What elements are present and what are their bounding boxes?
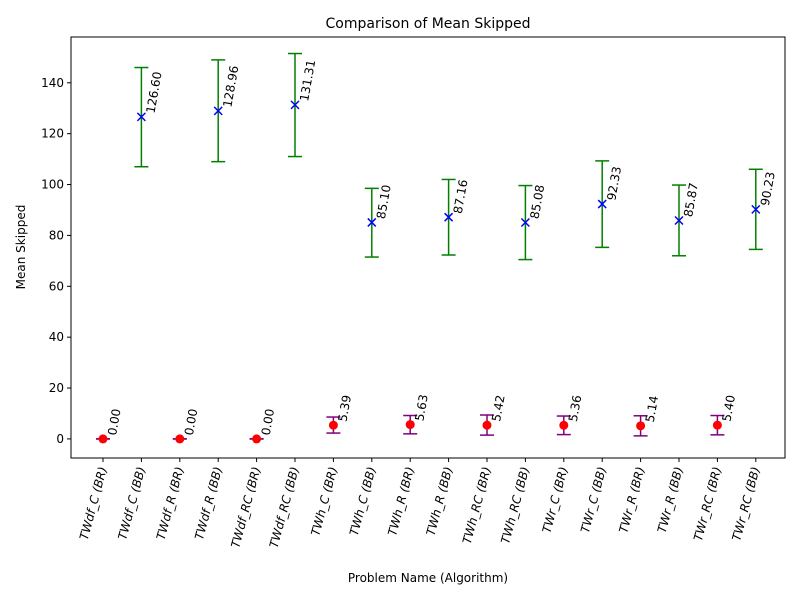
data-point-br (98, 434, 108, 444)
data-point-br (636, 421, 646, 431)
data-label: 5.40 (720, 394, 738, 423)
data-label: 90.23 (758, 171, 778, 207)
y-tick-label: 60 (49, 279, 64, 293)
data-label: 0.00 (182, 408, 200, 437)
data-point-bb (674, 215, 684, 226)
y-tick-label: 0 (56, 432, 64, 446)
data-point-bb (290, 100, 300, 110)
x-axis-label: Problem Name (Algorithm) (348, 571, 508, 585)
data-point-bb (597, 199, 607, 209)
data-point-br (559, 420, 569, 430)
data-point-br (328, 420, 338, 430)
data-point-bb (444, 212, 454, 222)
data-label: 85.10 (374, 184, 394, 220)
data-point-bb (520, 217, 530, 228)
data-point-br (175, 434, 185, 444)
data-point-bb (751, 204, 761, 214)
axes-frame (70, 36, 786, 459)
y-tick-label: 40 (49, 330, 64, 344)
y-tick-label: 140 (41, 76, 64, 90)
data-label: 5.14 (643, 395, 661, 424)
data-point-bb (136, 112, 146, 122)
data-point-br (252, 434, 262, 444)
chart-title: Comparison of Mean Skipped (326, 16, 531, 32)
y-tick-label: 100 (41, 178, 64, 192)
data-point-br (712, 420, 722, 430)
data-label: 85.87 (681, 182, 701, 218)
data-point-br (482, 420, 492, 430)
data-label: 5.36 (566, 394, 584, 423)
y-tick-label: 20 (49, 381, 64, 395)
data-label: 5.39 (336, 394, 354, 423)
data-label: 85.08 (528, 184, 548, 220)
data-label: 87.16 (451, 178, 471, 214)
y-tick-label: 120 (41, 127, 64, 141)
data-label: 0.00 (105, 408, 123, 437)
data-label: 5.42 (489, 394, 507, 423)
data-point-bb (213, 106, 223, 116)
y-tick-label: 80 (49, 228, 64, 242)
data-point-bb (367, 217, 377, 227)
y-axis-label: Mean Skipped (14, 205, 28, 290)
data-point-br (405, 420, 415, 430)
data-label: 5.63 (412, 393, 430, 422)
data-label: 92.33 (604, 165, 624, 201)
data-label: 0.00 (259, 408, 277, 437)
